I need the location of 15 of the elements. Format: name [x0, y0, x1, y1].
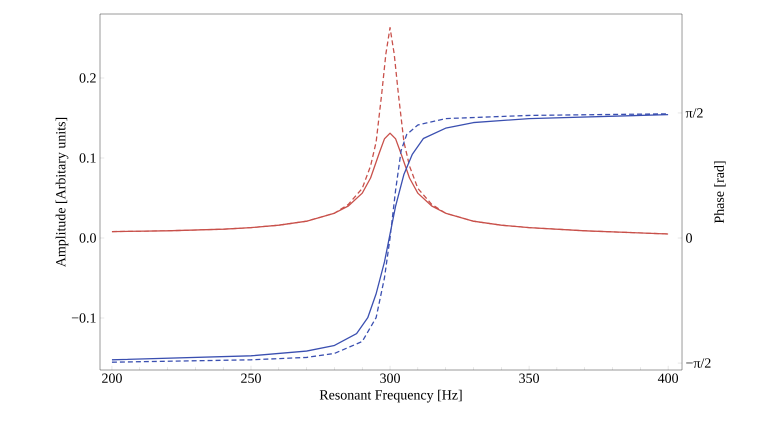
x-tick-label: 250 — [241, 374, 261, 383]
x-axis-title: Resonant Frequency [Hz] — [320, 390, 462, 402]
y-tick-label: 0.0 — [80, 233, 96, 243]
x-tick-label: 350 — [519, 374, 539, 383]
y2-tick-label: π/2 — [686, 108, 703, 118]
x-tick-label: 300 — [380, 374, 400, 383]
x-tick-label: 200 — [102, 374, 122, 383]
y-axis-title: Amplitude [Arbitary units] — [56, 118, 68, 268]
y2-tick-label: 0 — [686, 233, 692, 243]
x-tick-label: 400 — [658, 374, 678, 383]
y-tick-label: 0.2 — [80, 73, 96, 83]
y2-tick-label: −π/2 — [686, 358, 711, 368]
y-tick-label: −0.1 — [72, 313, 96, 323]
y-tick-label: 0.1 — [80, 153, 96, 163]
y2-axis-title: Phase [rad] — [714, 161, 726, 224]
